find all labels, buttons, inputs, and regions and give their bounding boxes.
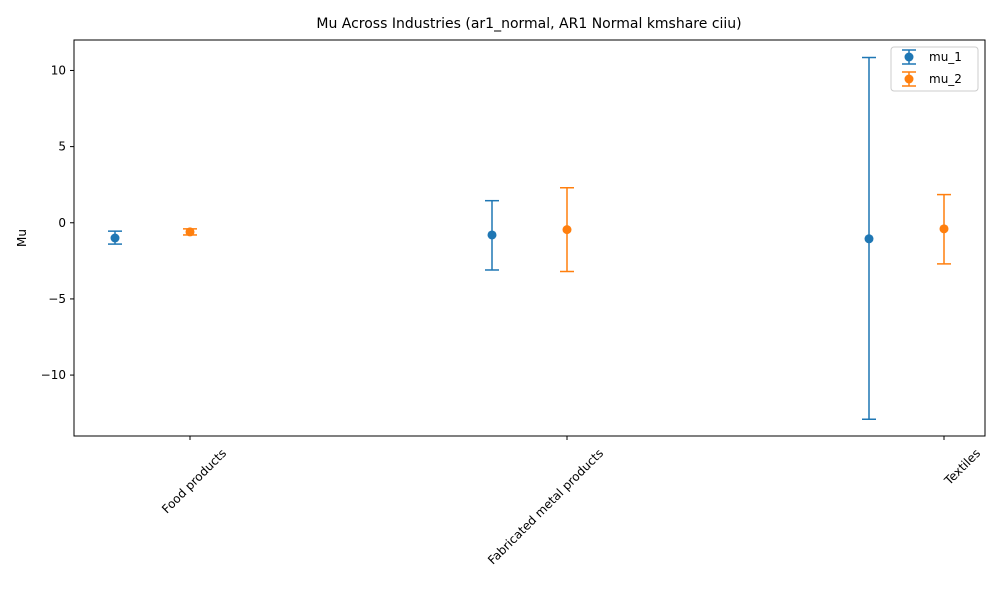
legend-label: mu_2 (929, 72, 962, 86)
series-mu_1 (108, 56, 876, 420)
legend-marker (904, 52, 914, 62)
data-point (487, 230, 497, 240)
x-tick-label: Food products (159, 446, 229, 516)
y-tick-label: 0 (58, 216, 66, 230)
chart-title: Mu Across Industries (ar1_normal, AR1 No… (316, 16, 741, 32)
data-point (939, 224, 949, 234)
data-point (864, 234, 874, 244)
x-tick-label: Fabricated metal products (485, 446, 606, 567)
y-tick-label: 5 (58, 140, 66, 154)
data-point (110, 233, 120, 243)
series-layer (108, 56, 951, 420)
x-axis: Food products Fabricated metal products Te… (159, 436, 983, 567)
plot-area-frame (73, 39, 986, 437)
series-mu_2 (183, 186, 951, 273)
x-tick-label: Textiles (941, 446, 983, 488)
data-point (185, 227, 195, 237)
legend-label: mu_1 (929, 50, 962, 64)
y-axis: −10 −5 0 5 10 (41, 63, 74, 382)
data-point (562, 225, 572, 235)
legend-marker (904, 74, 914, 84)
y-tick-label: 10 (51, 63, 66, 77)
y-tick-label: −5 (48, 292, 66, 306)
legend: mu_1 mu_2 (890, 46, 979, 92)
y-axis-label: Mu (15, 229, 29, 247)
y-tick-label: −10 (41, 368, 66, 382)
